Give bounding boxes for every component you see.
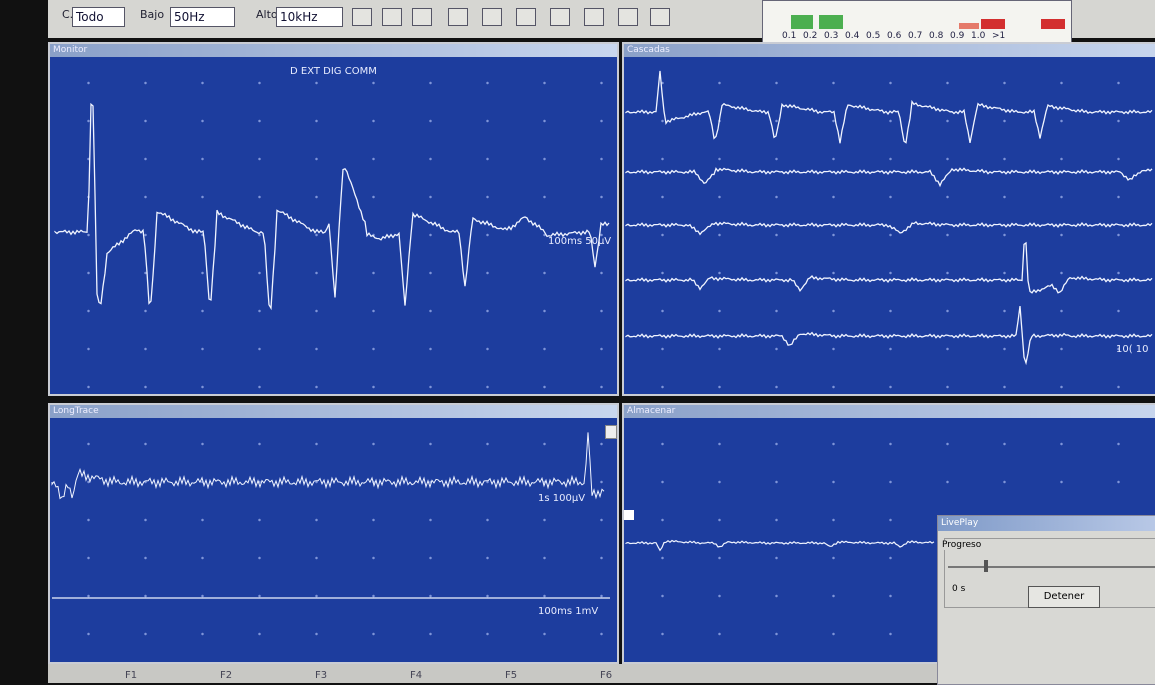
histogram-label: 1.0 — [971, 31, 985, 41]
histogram-label: 0.6 — [887, 31, 901, 41]
stop-button[interactable]: Detener — [1028, 586, 1100, 608]
group-label: Progreso — [942, 540, 981, 550]
tool-button[interactable] — [650, 8, 670, 26]
tool-button[interactable] — [482, 8, 502, 26]
function-key[interactable]: F3 — [315, 670, 327, 681]
histogram-label: 0.4 — [845, 31, 859, 41]
histogram-label: 0.5 — [866, 31, 880, 41]
high-select[interactable]: 10kHz — [276, 7, 343, 27]
dialog: LivePlay Progreso 0 s Detener — [937, 515, 1155, 685]
slider[interactable] — [948, 566, 1155, 568]
tool-button[interactable] — [352, 8, 372, 26]
tool-button[interactable] — [550, 8, 570, 26]
panel: Cascadas — [622, 42, 1155, 396]
panel: LongTrace — [48, 403, 619, 664]
tool-button[interactable] — [412, 8, 432, 26]
panel-title: Cascadas — [624, 44, 1155, 57]
function-key[interactable]: F1 — [125, 670, 137, 681]
function-key[interactable]: F2 — [220, 670, 232, 681]
histogram-label: 0.9 — [950, 31, 964, 41]
tool-button[interactable] — [382, 8, 402, 26]
low-label: Bajo — [140, 8, 164, 21]
function-key[interactable]: F4 — [410, 670, 422, 681]
time-label: 0 s — [952, 584, 965, 594]
tool-button[interactable] — [584, 8, 604, 26]
histogram-label: >1 — [992, 31, 1005, 41]
tool-button[interactable] — [516, 8, 536, 26]
panel-title: LongTrace — [50, 405, 617, 418]
histogram-label: 0.7 — [908, 31, 922, 41]
low-select[interactable]: 50Hz — [170, 7, 235, 27]
histogram-label: 0.3 — [824, 31, 838, 41]
trace-label: 1s 100µV — [538, 493, 585, 504]
function-key[interactable]: F6 — [600, 670, 612, 681]
histogram-label: 0.1 — [782, 31, 796, 41]
high-label: Alto — [256, 8, 278, 21]
marker — [624, 510, 634, 520]
screen: (() => { const data = JSON.parse(documen… — [0, 0, 1155, 683]
trace-label: 100ms 1mV — [538, 606, 598, 617]
channel-select[interactable]: Todo — [72, 7, 125, 27]
scroll-button[interactable] — [605, 425, 617, 439]
tool-button[interactable] — [448, 8, 468, 26]
panel-title: Monitor — [50, 44, 617, 57]
histogram-label: 0.8 — [929, 31, 943, 41]
dialog-title: LivePlay — [938, 516, 1155, 531]
histogram-label: 0.2 — [803, 31, 817, 41]
panel-title: Almacenar — [624, 405, 1155, 418]
function-key[interactable]: F5 — [505, 670, 517, 681]
trace-label: 100ms 50µV — [548, 236, 611, 247]
slider-thumb[interactable] — [984, 560, 988, 572]
trace-label: D EXT DIG COMM — [290, 66, 377, 77]
trace-label: 10( 10 — [1116, 344, 1149, 355]
panel: Monitor — [48, 42, 619, 396]
tool-button[interactable] — [618, 8, 638, 26]
